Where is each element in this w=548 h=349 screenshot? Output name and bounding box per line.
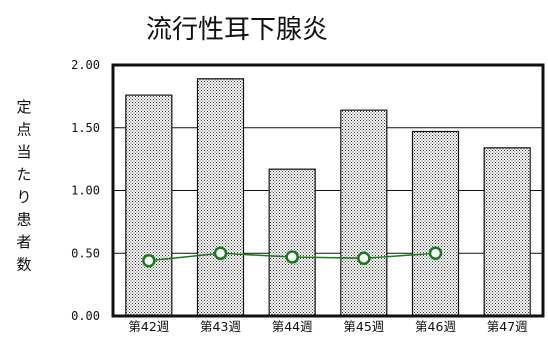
x-tick-label: 第45週 [343, 319, 384, 334]
y-axis-label-char: 者 [16, 233, 31, 251]
gridlines [113, 127, 543, 254]
bar [125, 94, 173, 317]
x-tick-label: 第43週 [200, 319, 241, 334]
y-tick-label: 1.00 [71, 184, 100, 198]
y-tick-label: 2.00 [71, 58, 100, 72]
line-series [142, 246, 443, 268]
x-tick-labels: 第42週 第43週 第44週 第45週 第46週 第47週 [128, 319, 528, 334]
y-tick-labels: 2.00 1.50 1.00 0.50 0.00 [71, 58, 100, 323]
y-axis-label-char: 当 [16, 143, 31, 161]
line-point [142, 254, 156, 268]
y-axis-label-char: 数 [16, 256, 31, 274]
line-point [213, 246, 228, 260]
y-tick-label: 0.50 [71, 246, 100, 260]
line-point [428, 246, 443, 260]
plot-border [111, 63, 545, 318]
y-tick-label: 1.50 [71, 121, 100, 135]
x-tick-label: 第42週 [128, 319, 169, 334]
x-tick-label: 第44週 [272, 319, 313, 334]
x-tick-label: 第46週 [415, 319, 456, 334]
bars [125, 78, 531, 317]
y-axis-label-char: り [16, 188, 31, 206]
bar [268, 168, 316, 317]
y-axis-label-char: 患 [16, 211, 31, 229]
y-axis-label-char: 点 [16, 121, 31, 139]
x-tick-label: 第47週 [487, 319, 528, 334]
bar [340, 109, 388, 317]
plot-frame [111, 63, 545, 318]
y-axis-label-char: 定 [16, 98, 31, 116]
y-axis-label-char: た [16, 166, 31, 184]
chart-title: 流行性耳下腺炎 [146, 15, 328, 45]
bar [411, 130, 460, 317]
bar [483, 147, 531, 317]
bar [196, 78, 245, 317]
line-point [357, 251, 371, 266]
y-tick-label: 0.00 [71, 309, 100, 323]
line-point [285, 250, 299, 264]
